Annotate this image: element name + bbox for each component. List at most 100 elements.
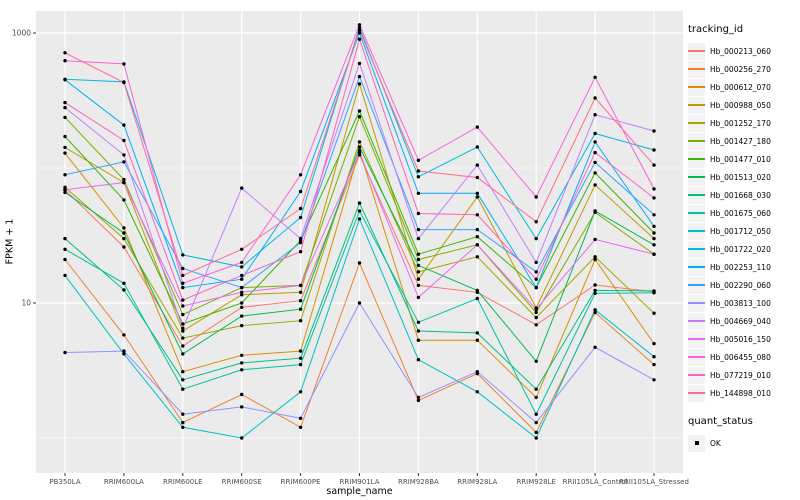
data-point: [357, 140, 362, 144]
data-point: [652, 129, 656, 133]
data-point: [652, 311, 656, 315]
legend-item: Hb_006455_080: [688, 348, 800, 366]
data-point: [122, 352, 126, 356]
data-point: [357, 209, 362, 213]
x-tick-label: RRIM600LE: [163, 478, 203, 486]
y-axis-title: FPKM + 1: [4, 218, 16, 265]
legend-key: [688, 240, 705, 258]
legend-item: Hb_000988_050: [688, 96, 800, 114]
data-point: [475, 163, 479, 167]
data-point: [122, 80, 126, 85]
data-point: [652, 243, 656, 247]
data-point: [593, 113, 597, 117]
data-point: [534, 436, 538, 440]
legend-key: [688, 186, 705, 204]
data-point: [416, 320, 421, 324]
data-point: [122, 153, 126, 157]
data-point: [181, 370, 185, 374]
legend-item-label: Hb_002290_060: [710, 280, 771, 290]
data-point: [593, 75, 597, 80]
legend-item-label: Hb_144898_010: [710, 388, 771, 398]
data-point: [240, 273, 244, 278]
data-point: [298, 416, 303, 420]
data-point: [181, 281, 185, 285]
data-point: [240, 361, 244, 365]
legend-item: Hb_002253_110: [688, 258, 800, 276]
data-point: [181, 352, 185, 356]
data-point: [298, 425, 303, 429]
legend-key: [688, 60, 705, 78]
data-point: [63, 188, 67, 192]
data-point: [240, 265, 244, 269]
data-point: [240, 392, 244, 397]
legend-item-label: Hb_003813_100: [710, 298, 771, 308]
data-point: [298, 189, 303, 194]
legend-key: [688, 366, 705, 384]
data-point: [593, 160, 597, 165]
legend-item: Hb_001477_010: [688, 150, 800, 168]
data-point: [475, 213, 479, 217]
legend-key: [688, 42, 705, 60]
quant-legend-title: quant_status: [688, 416, 753, 427]
data-point: [122, 226, 126, 230]
data-point: [534, 285, 538, 290]
legend-key-line-icon: [688, 212, 705, 214]
data-point: [416, 295, 421, 300]
data-point: [63, 185, 67, 189]
data-point: [357, 261, 362, 265]
data-point: [357, 145, 362, 149]
legend-item-label: Hb_006455_080: [710, 352, 771, 362]
legend-item: Hb_001668_030: [688, 186, 800, 204]
quant-legend-key: [688, 434, 705, 452]
data-point: [122, 198, 126, 202]
data-point: [298, 307, 303, 311]
data-point: [298, 236, 303, 241]
data-point: [652, 213, 656, 217]
data-point: [63, 257, 67, 262]
data-point: [475, 175, 479, 180]
legend-key-line-icon: [688, 86, 705, 88]
legend-item-label: Hb_001668_030: [710, 190, 771, 200]
legend-key: [688, 168, 705, 186]
legend-item: Hb_001722_020: [688, 240, 800, 258]
data-point: [181, 322, 185, 326]
data-point: [593, 345, 597, 349]
data-point: [475, 331, 479, 335]
legend-key-line-icon: [688, 392, 705, 394]
data-point: [122, 138, 126, 143]
legend-item-label: Hb_001675_060: [710, 208, 771, 218]
data-point: [63, 78, 67, 82]
data-point: [593, 283, 597, 287]
legend-item-label: Hb_000213_060: [710, 46, 771, 56]
data-point: [298, 362, 303, 367]
data-point: [357, 37, 362, 41]
data-point: [534, 310, 538, 315]
data-point: [357, 115, 362, 119]
legend-item: Hb_001675_060: [688, 204, 800, 222]
data-point: [534, 277, 538, 281]
data-point: [593, 140, 597, 144]
data-point: [475, 145, 479, 149]
data-point: [181, 304, 185, 308]
legend-item-label: Hb_001477_010: [710, 154, 771, 164]
data-point: [593, 183, 597, 187]
data-point: [416, 175, 421, 179]
data-point: [122, 177, 126, 182]
data-point: [357, 74, 362, 79]
data-point: [122, 180, 126, 185]
data-point: [593, 257, 597, 262]
data-point: [534, 307, 538, 311]
data-point: [240, 186, 244, 190]
data-point: [122, 281, 126, 285]
data-point: [593, 255, 597, 259]
data-point: [181, 253, 185, 257]
data-point: [63, 151, 67, 155]
legend-items: Hb_000213_060 Hb_000256_270 Hb_000612_070 H…: [688, 42, 800, 402]
legend-item-label: Hb_001513_020: [710, 172, 771, 182]
data-point: [475, 195, 479, 199]
y-tick-label: 1000: [12, 29, 31, 38]
data-point: [475, 191, 479, 195]
legend-item-label: Hb_000256_270: [710, 64, 771, 74]
data-point: [416, 395, 421, 400]
